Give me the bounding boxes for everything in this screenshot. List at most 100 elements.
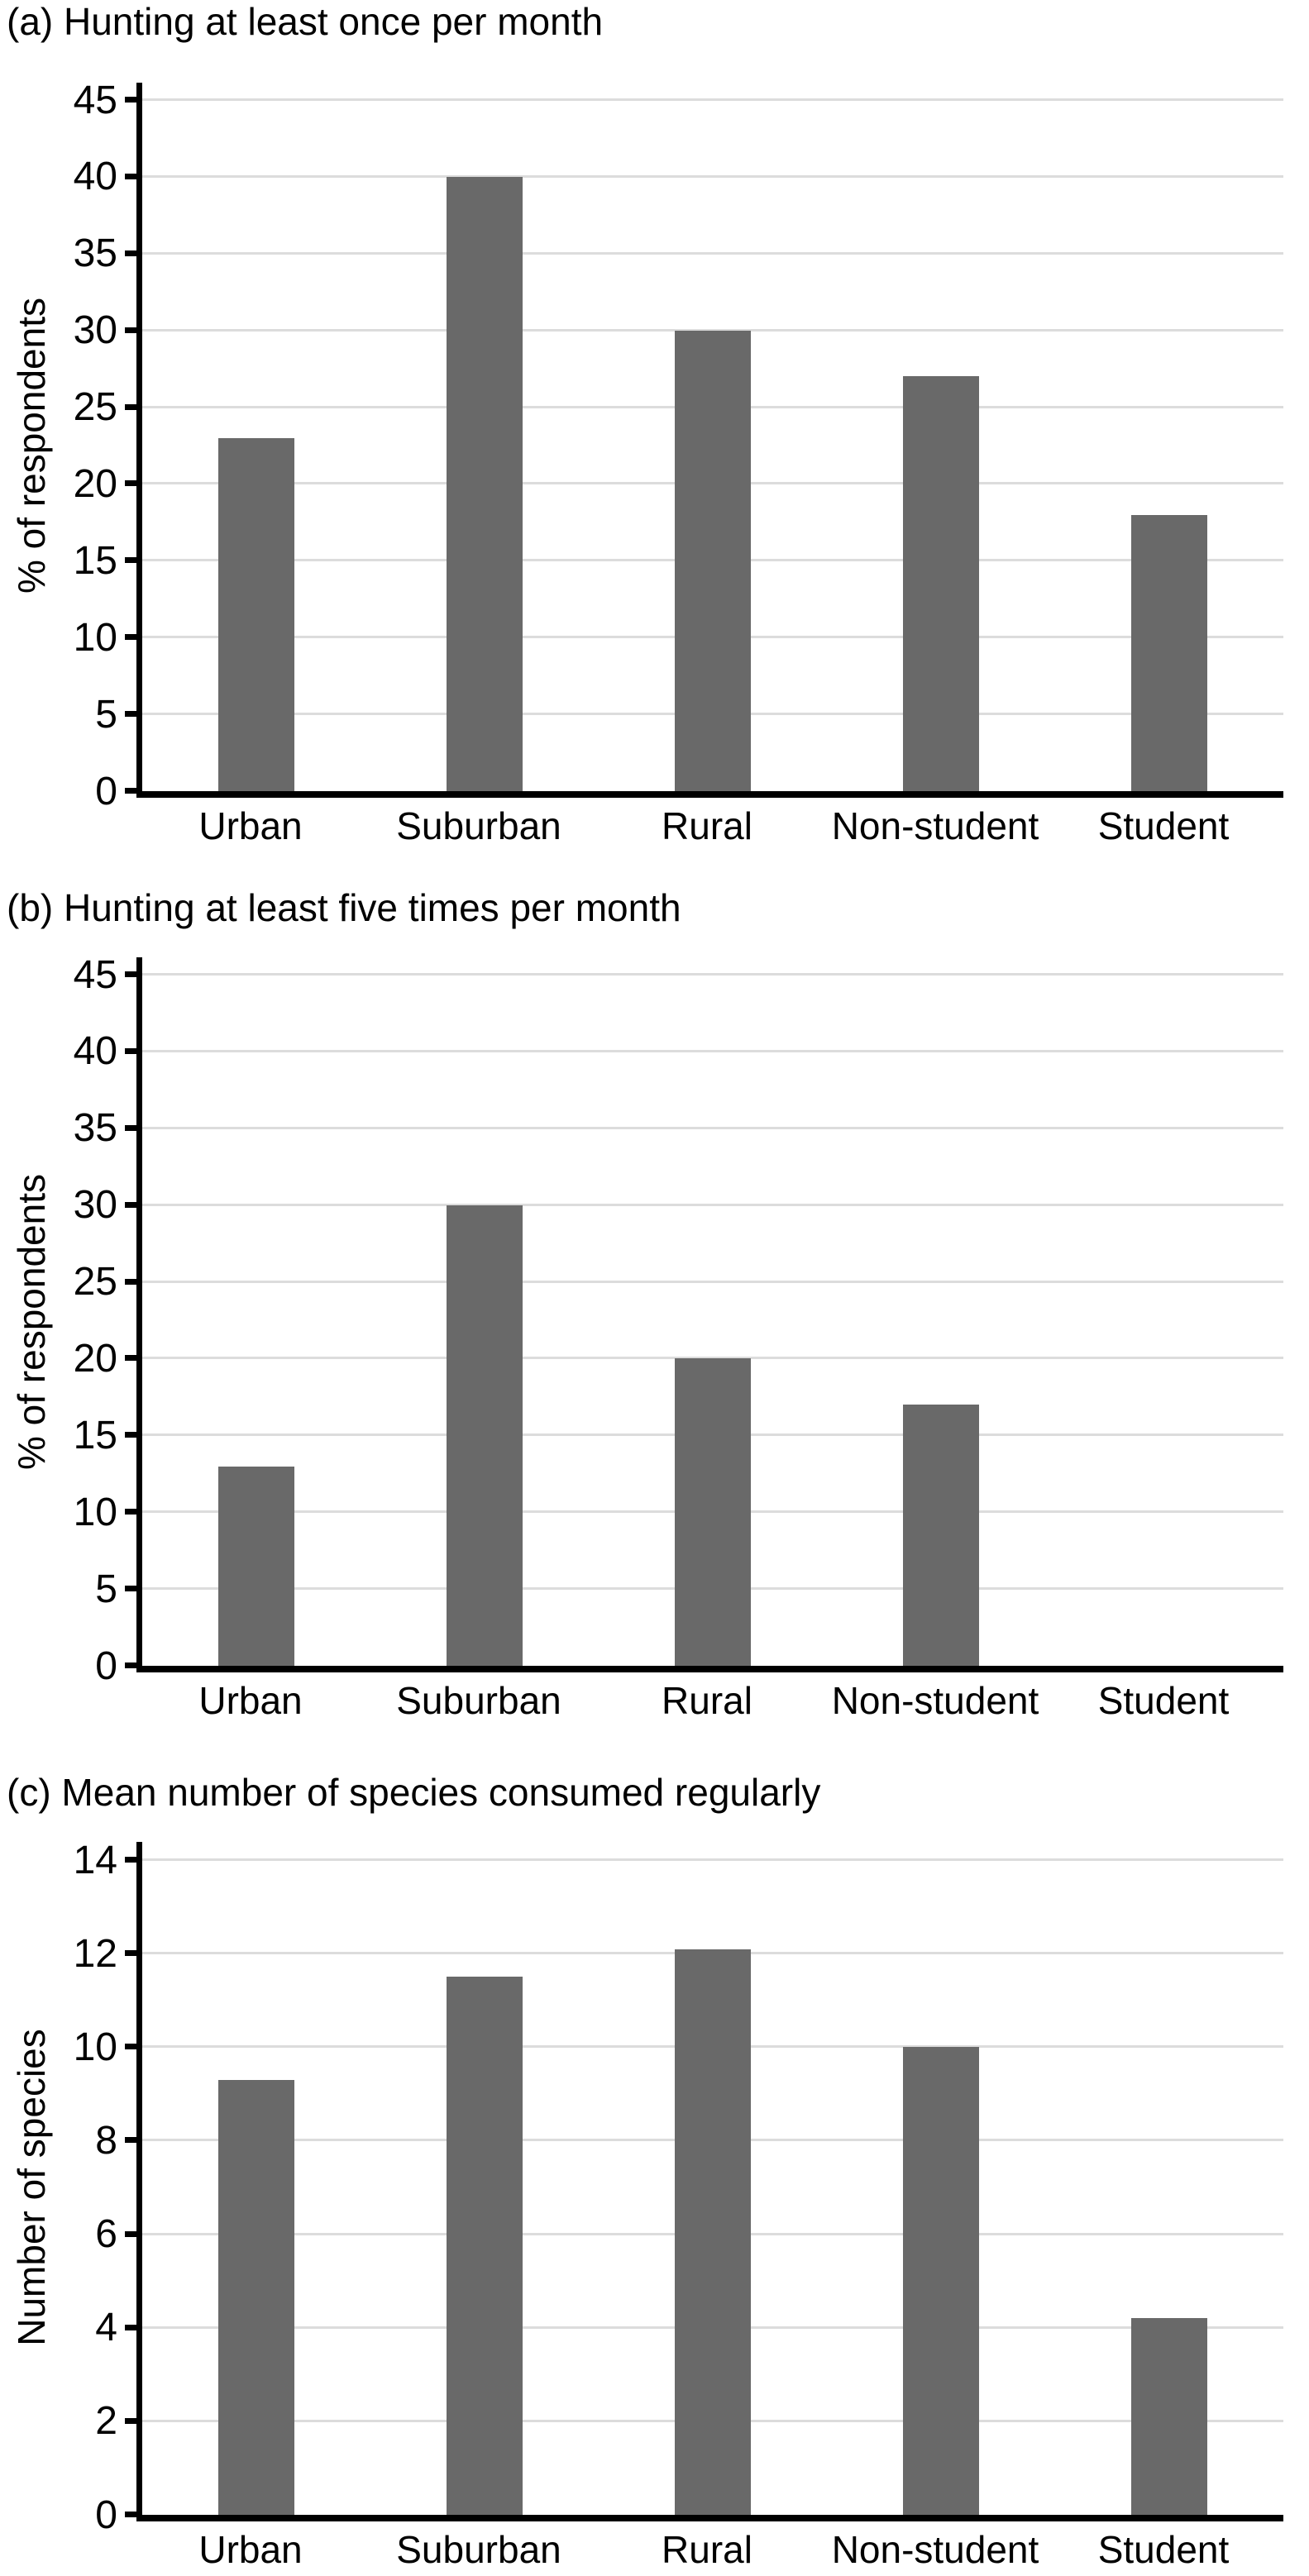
gridline bbox=[142, 174, 1283, 178]
y-tick bbox=[125, 1355, 142, 1362]
x-tick-label: Suburban bbox=[396, 804, 561, 847]
bar-non-student bbox=[903, 1405, 979, 1666]
y-tick-label: 45 bbox=[73, 78, 117, 122]
y-tick-label: 20 bbox=[73, 1336, 117, 1381]
y-tick-label: 40 bbox=[73, 155, 117, 199]
y-tick-label: 45 bbox=[73, 952, 117, 997]
bar-urban bbox=[218, 1466, 294, 1666]
bar-suburban bbox=[447, 1205, 523, 1666]
y-tick-label: 40 bbox=[73, 1029, 117, 1074]
y-tick bbox=[125, 1278, 142, 1285]
y-tick-label: 35 bbox=[73, 231, 117, 276]
x-tick-label: Non-student bbox=[831, 804, 1039, 847]
bar-rural bbox=[675, 330, 751, 791]
y-tick-label: 8 bbox=[95, 2118, 117, 2163]
bar-rural bbox=[675, 1949, 751, 2515]
bar-student bbox=[1131, 514, 1207, 791]
y-tick bbox=[125, 1509, 142, 1515]
x-tick-label: Student bbox=[1097, 804, 1230, 847]
y-tick-label: 10 bbox=[73, 1490, 117, 1534]
y-axis-label: Number of species bbox=[10, 2029, 53, 2346]
y-tick-label: 30 bbox=[73, 308, 117, 353]
y-tick bbox=[125, 1432, 142, 1438]
y-tick-label: 6 bbox=[95, 2212, 117, 2257]
y-tick bbox=[125, 1201, 142, 1208]
chart-title: (a) Hunting at least once per month bbox=[7, 0, 604, 43]
y-tick bbox=[125, 557, 142, 564]
y-tick-label: 10 bbox=[73, 2025, 117, 2069]
y-tick bbox=[125, 403, 142, 410]
x-tick-label: Non-student bbox=[831, 2528, 1039, 2571]
y-tick-label: 10 bbox=[73, 615, 117, 660]
bar-suburban bbox=[447, 1977, 523, 2515]
gridline bbox=[142, 1126, 1283, 1129]
y-tick bbox=[125, 2230, 142, 2237]
y-tick-label: 20 bbox=[73, 461, 117, 506]
x-tick-label: Urban bbox=[198, 1679, 303, 1722]
gridline bbox=[142, 1357, 1283, 1360]
y-tick bbox=[125, 2417, 142, 2424]
y-tick-label: 30 bbox=[73, 1183, 117, 1228]
y-tick bbox=[125, 711, 142, 718]
y-tick bbox=[125, 1586, 142, 1592]
y-tick bbox=[125, 634, 142, 641]
x-axis-labels: Urban Suburban Rural Non-student Student bbox=[136, 2528, 1278, 2571]
bar-student bbox=[1131, 2318, 1207, 2515]
chart-title: (b) Hunting at least five times per mont… bbox=[7, 886, 681, 929]
x-tick-label: Urban bbox=[198, 804, 303, 847]
y-tick-label: 0 bbox=[95, 1643, 117, 1688]
bar-rural bbox=[675, 1358, 751, 1666]
y-tick-label: 14 bbox=[73, 1838, 117, 1882]
y-tick-label: 2 bbox=[95, 2399, 117, 2444]
y-tick-label: 5 bbox=[95, 1567, 117, 1611]
y-tick bbox=[125, 971, 142, 977]
gridline bbox=[142, 98, 1283, 101]
y-tick bbox=[125, 173, 142, 179]
y-axis-label: % of respondents bbox=[10, 297, 53, 594]
x-tick-label: Suburban bbox=[396, 2528, 561, 2571]
y-tick bbox=[125, 2324, 142, 2330]
y-tick-label: 4 bbox=[95, 2306, 117, 2350]
plot-area: 0 5 10 15 20 25 30 35 40 45 bbox=[74, 79, 1283, 813]
y-tick-label: 0 bbox=[95, 2493, 117, 2537]
x-tick-label: Rural bbox=[662, 804, 752, 847]
y-tick bbox=[125, 2044, 142, 2050]
y-tick-label: 15 bbox=[73, 1413, 117, 1457]
gridline bbox=[142, 328, 1283, 332]
gridline bbox=[142, 1203, 1283, 1206]
y-tick bbox=[125, 1047, 142, 1054]
gridline bbox=[142, 1049, 1283, 1052]
y-tick bbox=[125, 1124, 142, 1131]
y-tick bbox=[125, 1857, 142, 1863]
y-tick bbox=[125, 480, 142, 487]
y-tick bbox=[125, 97, 142, 103]
y-tick bbox=[125, 1662, 142, 1668]
bar-urban bbox=[218, 437, 294, 791]
y-axis-label: % of respondents bbox=[10, 1173, 53, 1471]
y-tick bbox=[125, 250, 142, 256]
plot-area: 0 2 4 6 8 10 12 14 bbox=[74, 1839, 1283, 2537]
y-tick bbox=[125, 327, 142, 333]
y-tick bbox=[125, 2512, 142, 2517]
y-tick-label: 15 bbox=[73, 538, 117, 583]
gridline bbox=[142, 1858, 1283, 1861]
y-tick-label: 35 bbox=[73, 1106, 117, 1151]
y-tick bbox=[125, 788, 142, 794]
bar-urban bbox=[218, 2079, 294, 2515]
y-tick bbox=[125, 1950, 142, 1957]
x-tick-label: Student bbox=[1097, 2528, 1230, 2571]
gridline bbox=[142, 1280, 1283, 1283]
x-tick-label: Student bbox=[1097, 1679, 1230, 1722]
y-tick-label: 25 bbox=[73, 1260, 117, 1305]
y-tick-label: 25 bbox=[73, 385, 117, 430]
y-tick bbox=[125, 2137, 142, 2144]
y-tick-label: 12 bbox=[73, 1931, 117, 1976]
x-axis-labels: Urban Suburban Rural Non-student Student bbox=[136, 804, 1278, 847]
x-axis-labels: Urban Suburban Rural Non-student Student bbox=[136, 1679, 1278, 1722]
x-tick-label: Non-student bbox=[831, 1679, 1039, 1722]
bar-suburban bbox=[447, 176, 523, 791]
y-tick-label: 0 bbox=[95, 769, 117, 813]
x-tick-label: Rural bbox=[662, 1679, 752, 1722]
plot-area: 0 5 10 15 20 25 30 35 40 45 bbox=[74, 953, 1283, 1688]
